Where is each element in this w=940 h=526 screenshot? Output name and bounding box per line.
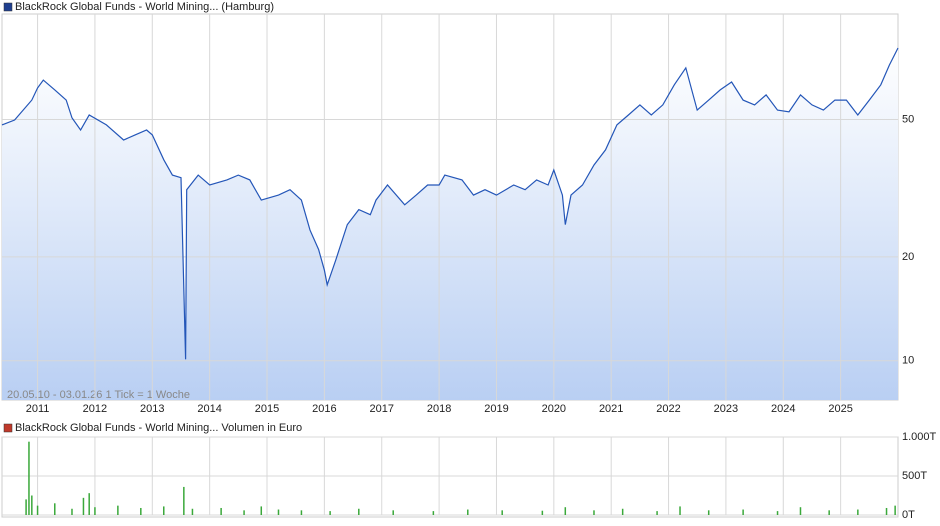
volume-bar xyxy=(163,506,165,515)
x-tick-label: 2021 xyxy=(599,403,623,415)
volume-bar xyxy=(432,511,435,515)
volume-bar xyxy=(857,509,859,515)
volume-bar xyxy=(742,509,744,515)
x-tick-label: 2017 xyxy=(369,403,393,415)
volume-bar xyxy=(541,510,544,515)
x-tick-label: 2019 xyxy=(484,403,508,415)
volume-bar xyxy=(564,507,567,515)
legend-swatch xyxy=(3,2,13,12)
volume-bar xyxy=(656,511,658,515)
volume-bar xyxy=(885,507,888,515)
volume-bar xyxy=(894,505,896,515)
x-tick-label: 2023 xyxy=(714,403,738,415)
volume-bar xyxy=(191,508,194,515)
volume-plot-area xyxy=(1,436,899,518)
volume-bar xyxy=(54,503,56,515)
volume-bar xyxy=(329,511,331,515)
volume-bar xyxy=(25,499,27,515)
volume-bar xyxy=(776,511,779,515)
x-tick-label: 2013 xyxy=(140,403,164,415)
y-tick-label: 0T xyxy=(902,509,915,521)
volume-bar xyxy=(501,510,503,515)
x-tick-label: 2012 xyxy=(83,403,107,415)
y-tick-label: 10 xyxy=(902,355,914,367)
volume-bar xyxy=(679,506,681,515)
y-tick-label: 500T xyxy=(902,470,927,482)
volume-bar xyxy=(358,508,360,515)
volume-bar xyxy=(36,505,39,515)
x-tick-label: 2022 xyxy=(656,403,680,415)
x-tick-label: 2014 xyxy=(197,403,221,415)
legend-swatch xyxy=(3,423,13,433)
price-line xyxy=(1,47,899,360)
volume-bar xyxy=(94,507,96,515)
volume-bar xyxy=(260,506,263,515)
volume-bar xyxy=(31,495,33,515)
volume-bar xyxy=(707,510,710,515)
x-tick-label: 2025 xyxy=(828,403,852,415)
x-tick-label: 2024 xyxy=(771,403,795,415)
y-tick-label: 20 xyxy=(902,251,914,263)
volume-bar xyxy=(183,486,185,515)
volume-bar xyxy=(593,510,595,515)
volume-bar xyxy=(140,507,142,515)
x-tick-label: 2016 xyxy=(312,403,336,415)
volume-bar xyxy=(621,508,624,515)
volume-bar xyxy=(88,493,90,515)
volume-bar xyxy=(82,497,85,515)
volume-bar xyxy=(799,507,802,515)
volume-bar xyxy=(243,510,245,515)
volume-bar xyxy=(220,507,222,515)
volume-bar xyxy=(71,508,73,515)
volume-bar xyxy=(467,509,469,515)
x-tick-label: 2018 xyxy=(427,403,451,415)
volume-bar xyxy=(28,441,30,515)
legend-label: BlackRock Global Funds - World Mining...… xyxy=(15,1,274,13)
volume-bar xyxy=(392,510,394,515)
legend-label: BlackRock Global Funds - World Mining...… xyxy=(15,422,302,434)
volume-bar xyxy=(300,510,303,515)
area xyxy=(2,48,898,400)
annotation: 20.05.10 - 03.01.26 1 Tick = 1 Woche xyxy=(7,389,190,401)
y-tick-label: 1.000T xyxy=(902,431,937,443)
x-tick-label: 2020 xyxy=(542,403,566,415)
x-tick-label: 2015 xyxy=(255,403,279,415)
y-tick-label: 50 xyxy=(902,113,914,125)
volume-bar xyxy=(277,509,280,515)
x-tick-label: 2011 xyxy=(26,403,50,415)
volume-bar xyxy=(828,510,830,515)
volume-bar xyxy=(117,505,119,515)
